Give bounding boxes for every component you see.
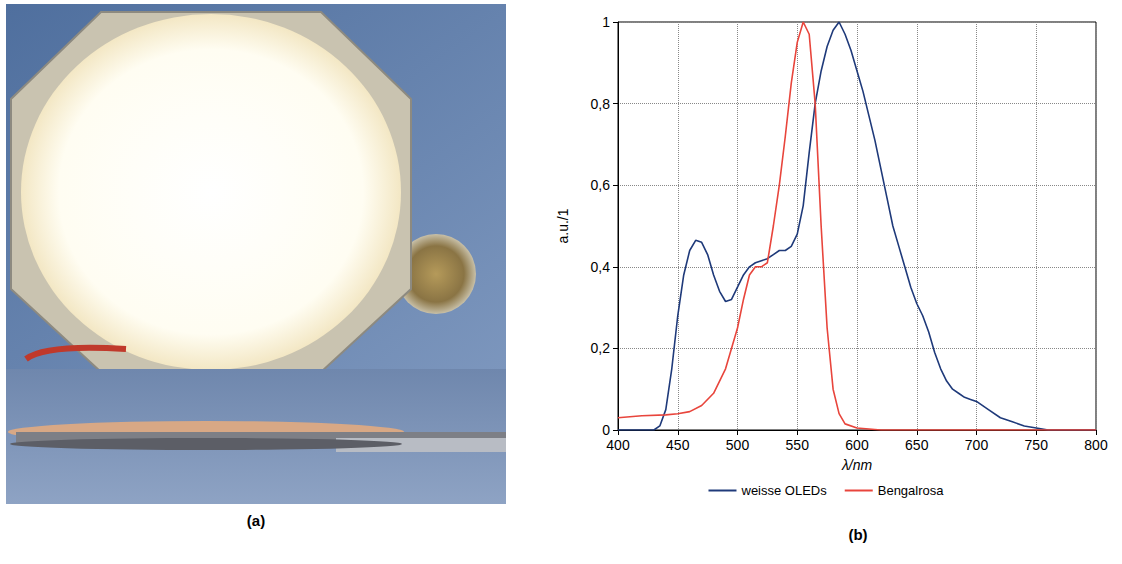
svg-text:1: 1 xyxy=(602,14,610,30)
svg-text:450: 450 xyxy=(666,437,690,453)
html-text:(b): (b) xyxy=(848,526,868,543)
svg-text:500: 500 xyxy=(726,437,750,453)
svg-text:0,4: 0,4 xyxy=(591,259,611,275)
svg-text:λ/nm: λ/nm xyxy=(841,457,873,473)
svg-text:0,8: 0,8 xyxy=(591,96,611,112)
svg-text:600: 600 xyxy=(845,437,869,453)
svg-text:a.u./1: a.u./1 xyxy=(555,208,571,243)
svg-text:400: 400 xyxy=(606,437,630,453)
svg-text:weisse OLEDs: weisse OLEDs xyxy=(740,483,827,498)
svg-text:750: 750 xyxy=(1025,437,1049,453)
svg-text:650: 650 xyxy=(905,437,929,453)
svg-text:550: 550 xyxy=(786,437,810,453)
svg-text:800: 800 xyxy=(1084,437,1108,453)
svg-text:0: 0 xyxy=(602,422,610,438)
svg-text:0,6: 0,6 xyxy=(591,177,611,193)
svg-text:700: 700 xyxy=(965,437,989,453)
html-text:(a): (a) xyxy=(246,512,266,529)
svg-text:0,2: 0,2 xyxy=(591,340,611,356)
svg-text:Bengalrosa: Bengalrosa xyxy=(878,483,945,498)
